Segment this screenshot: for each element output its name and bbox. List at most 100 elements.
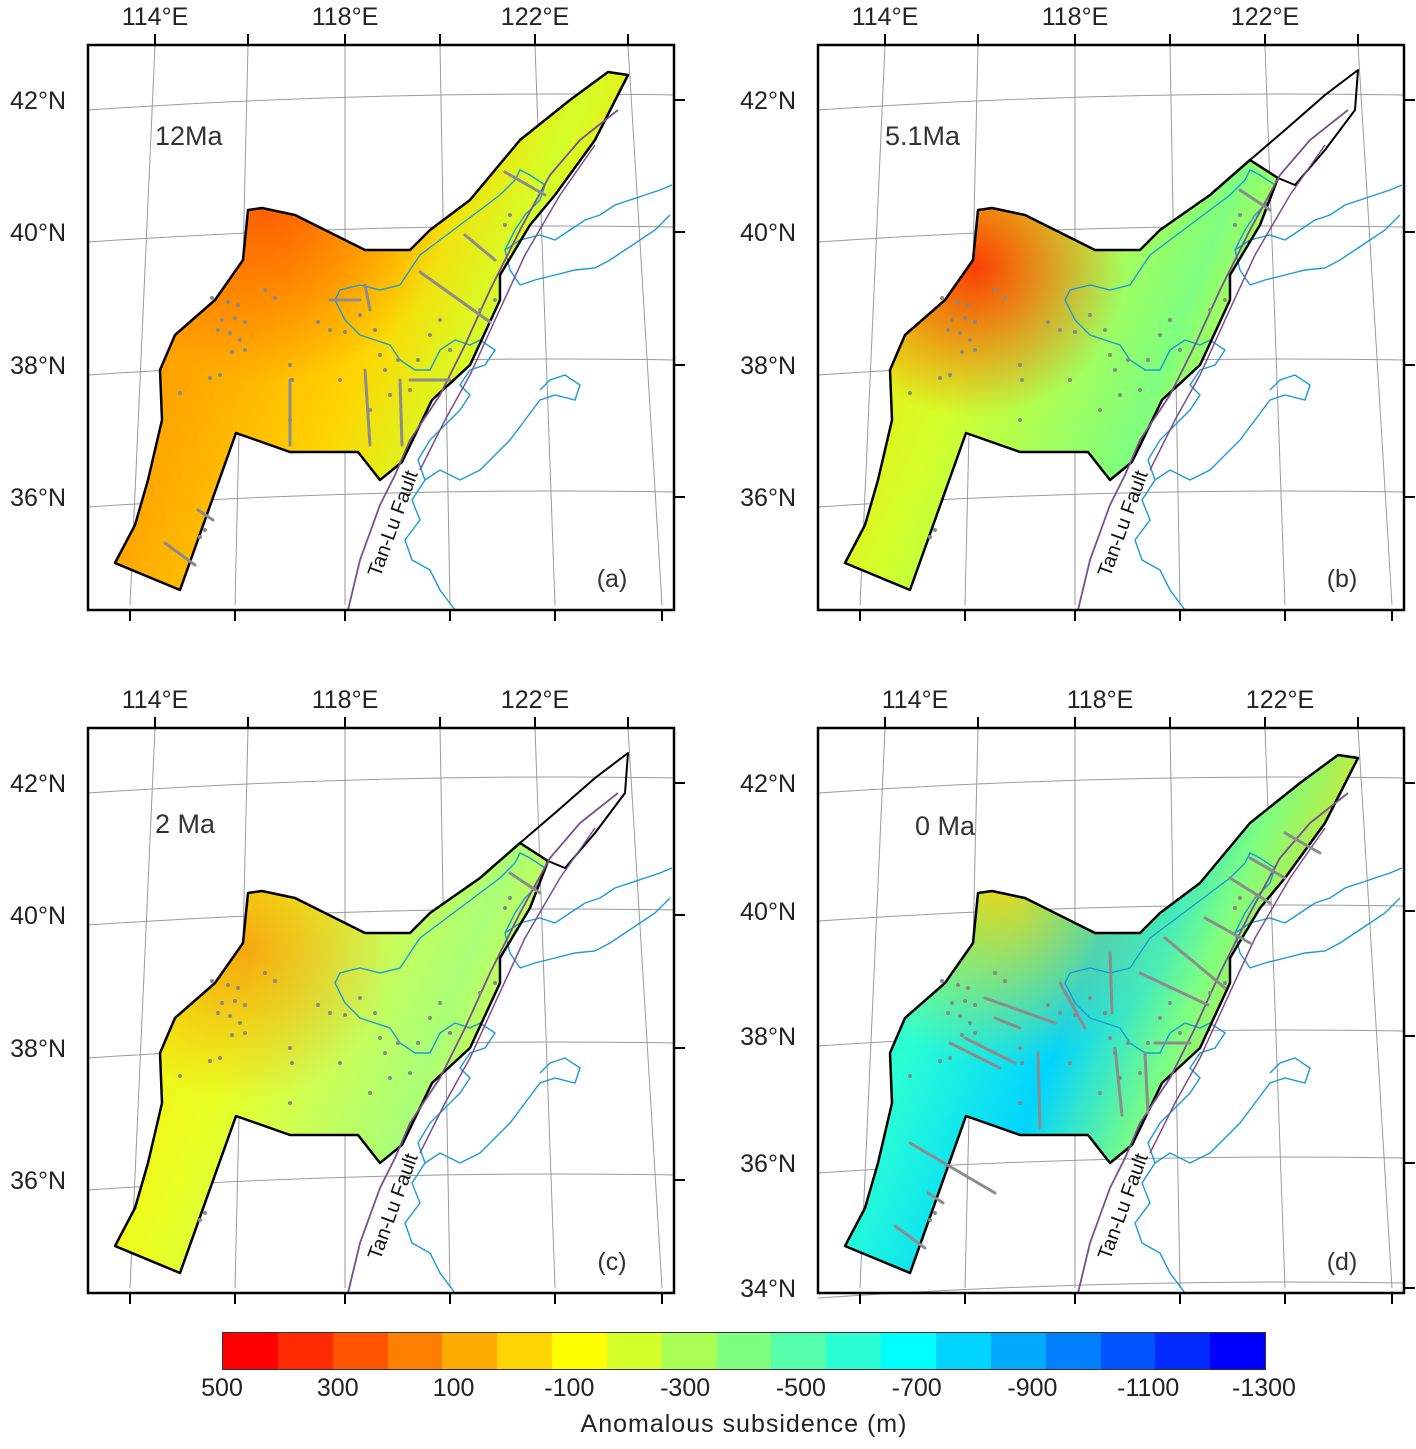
latitude-label: 38°N <box>10 352 66 380</box>
panel-letter-label: (c) <box>597 1248 626 1276</box>
well-points <box>908 896 1242 1222</box>
seismic-profiles <box>508 871 542 895</box>
latitude-label: 40°N <box>10 902 66 930</box>
tan-lu-fault-line <box>347 109 619 611</box>
frame-ticks <box>129 34 685 621</box>
colorbar: 500 300 100 -100 -300 -500 -700 -900 -1100 -1300 … <box>201 1332 1296 1439</box>
map-frame <box>86 43 676 612</box>
colorbar-swatch <box>332 1333 388 1369</box>
tan-lu-fault-line <box>1077 109 1349 611</box>
seismic-profiles <box>1238 188 1272 212</box>
colorbar-swatch <box>1045 1333 1101 1369</box>
colorbar-swatch <box>1210 1333 1266 1369</box>
longitude-label: 114°E <box>122 3 189 31</box>
latitude-label: 42°N <box>10 770 66 798</box>
longitude-label: 118°E <box>1067 686 1134 714</box>
basin-outline <box>113 841 550 1275</box>
colorbar-swatch <box>442 1333 498 1369</box>
colorbar-title: Anomalous subsidence (m) <box>580 1410 908 1438</box>
colorbar-swatch <box>606 1333 662 1369</box>
latitude-label: 34°N <box>740 1275 796 1303</box>
longitude-label: 114°E <box>852 3 919 31</box>
frame-ticks <box>129 717 685 1304</box>
map-frame <box>816 43 1406 612</box>
well-points <box>908 213 1242 539</box>
colorbar-tick-label: 500 <box>201 1374 243 1402</box>
age-label: 12Ma <box>155 121 224 151</box>
basin-anomaly-shading <box>845 755 1358 1273</box>
colorbar-swatch <box>826 1333 882 1369</box>
longitude-label: 114°E <box>882 686 949 714</box>
basin-outline-northeast <box>519 752 629 869</box>
map-frame <box>816 726 1406 1295</box>
basin-outline <box>843 158 1280 592</box>
longitude-label: 118°E <box>312 686 379 714</box>
map-svg-c: 114°E 118°E 122°E42°N40°N38°N36°N2 Ma(c)Ta… <box>10 686 685 1304</box>
latitude-label: 36°N <box>740 484 796 512</box>
colorbar-tick-label: -500 <box>775 1374 826 1402</box>
age-label: 2 Ma <box>155 809 216 839</box>
panel-letter-label: (b) <box>1327 565 1358 593</box>
map-frame <box>86 726 676 1295</box>
colorbar-swatch <box>387 1333 443 1369</box>
panel-letter-label: (a) <box>597 565 628 593</box>
map-panel-b: 114°E 118°E 122°E 42°N 40°N 38°N 36°N 5.1Ma (b) T… <box>730 0 1416 650</box>
longitude-label: 122°E <box>1246 686 1314 714</box>
age-label: 0 Ma <box>915 811 976 841</box>
seismic-profiles <box>893 831 1322 1250</box>
colorbar-swatch <box>223 1333 278 1369</box>
map-panel-a: 114°E 118°E 122°E 42°N 40°N 38°N 36°N 12Ma (a) Ta… <box>0 0 686 650</box>
map-panel-d: 114°E 118°E 122°E 42°N 40°N 38°N 36°N 34°N 0 Ma (… <box>730 683 1416 1333</box>
latitude-label: 38°N <box>740 352 796 380</box>
colorbar-gradient <box>222 1332 1266 1370</box>
colorbar-tick-label: 300 <box>316 1374 359 1402</box>
colorbar-swatch <box>935 1333 991 1369</box>
colorbar-tick-label: -300 <box>660 1374 711 1402</box>
tan-lu-fault-line <box>347 792 619 1294</box>
colorbar-ticks: 500 300 100 -100 -300 -500 -700 -900 -1100 -1300 <box>201 1374 1296 1406</box>
basin-anomaly-shading <box>845 160 1278 590</box>
map-svg-a: 114°E 118°E 122°E42°N40°N38°N36°N12Ma(a)Ta… <box>10 3 685 621</box>
latitude-label: 42°N <box>740 770 796 798</box>
latitude-label: 38°N <box>740 1023 796 1051</box>
colorbar-tick-label: -100 <box>544 1374 595 1402</box>
tan-lu-fault-branch <box>1149 144 1326 471</box>
colorbar-tick-label: -900 <box>1007 1374 1058 1402</box>
frame-ticks <box>859 34 1415 621</box>
map-panel-c: 114°E 118°E 122°E 42°N 40°N 38°N 36°N 2 Ma (c) Ta… <box>0 683 686 1333</box>
tan-lu-fault-branch <box>419 827 596 1154</box>
latitude-label: 38°N <box>10 1035 66 1063</box>
longitude-label: 114°E <box>122 686 189 714</box>
latitude-label: 36°N <box>10 484 66 512</box>
well-points <box>178 896 512 1222</box>
longitude-label: 122°E <box>501 3 569 31</box>
map-svg-d: 114°E 118°E 122°E 42°N 40°N 38°N 36°N 34°N 0 Ma (… <box>740 686 1415 1304</box>
tan-lu-fault-branch <box>1149 827 1326 1154</box>
longitude-label: 118°E <box>1042 3 1109 31</box>
frame-ticks <box>859 717 1415 1304</box>
latitude-label: 40°N <box>740 898 796 926</box>
colorbar-tick-label: -1100 <box>1117 1374 1180 1402</box>
longitude-label: 122°E <box>1231 3 1299 31</box>
age-label: 5.1Ma <box>885 121 961 151</box>
tan-lu-fault-branch <box>419 144 596 471</box>
basin-anomaly-shading <box>115 72 628 590</box>
colorbar-swatch <box>661 1333 717 1369</box>
latitude-label: 40°N <box>10 219 66 247</box>
map-svg-b: 114°E 118°E 122°E42°N40°N38°N36°N5.1Ma(b)T… <box>740 3 1415 621</box>
latitude-label: 40°N <box>740 219 796 247</box>
colorbar-swatch <box>552 1333 607 1369</box>
seismic-profiles <box>163 170 547 567</box>
tan-lu-fault-line <box>1077 792 1349 1294</box>
well-points <box>178 213 512 539</box>
colorbar-tick-label: -1300 <box>1232 1374 1296 1402</box>
basin-outline <box>113 70 630 592</box>
panel-letter-label: (d) <box>1327 1248 1358 1276</box>
longitude-label: 122°E <box>501 686 569 714</box>
colorbar-swatch <box>771 1333 827 1369</box>
latitude-label: 42°N <box>10 87 66 115</box>
colorbar-swatch <box>990 1333 1046 1369</box>
colorbar-swatch <box>1100 1333 1156 1369</box>
basin-outline <box>843 753 1360 1275</box>
colorbar-swatch <box>881 1333 936 1369</box>
